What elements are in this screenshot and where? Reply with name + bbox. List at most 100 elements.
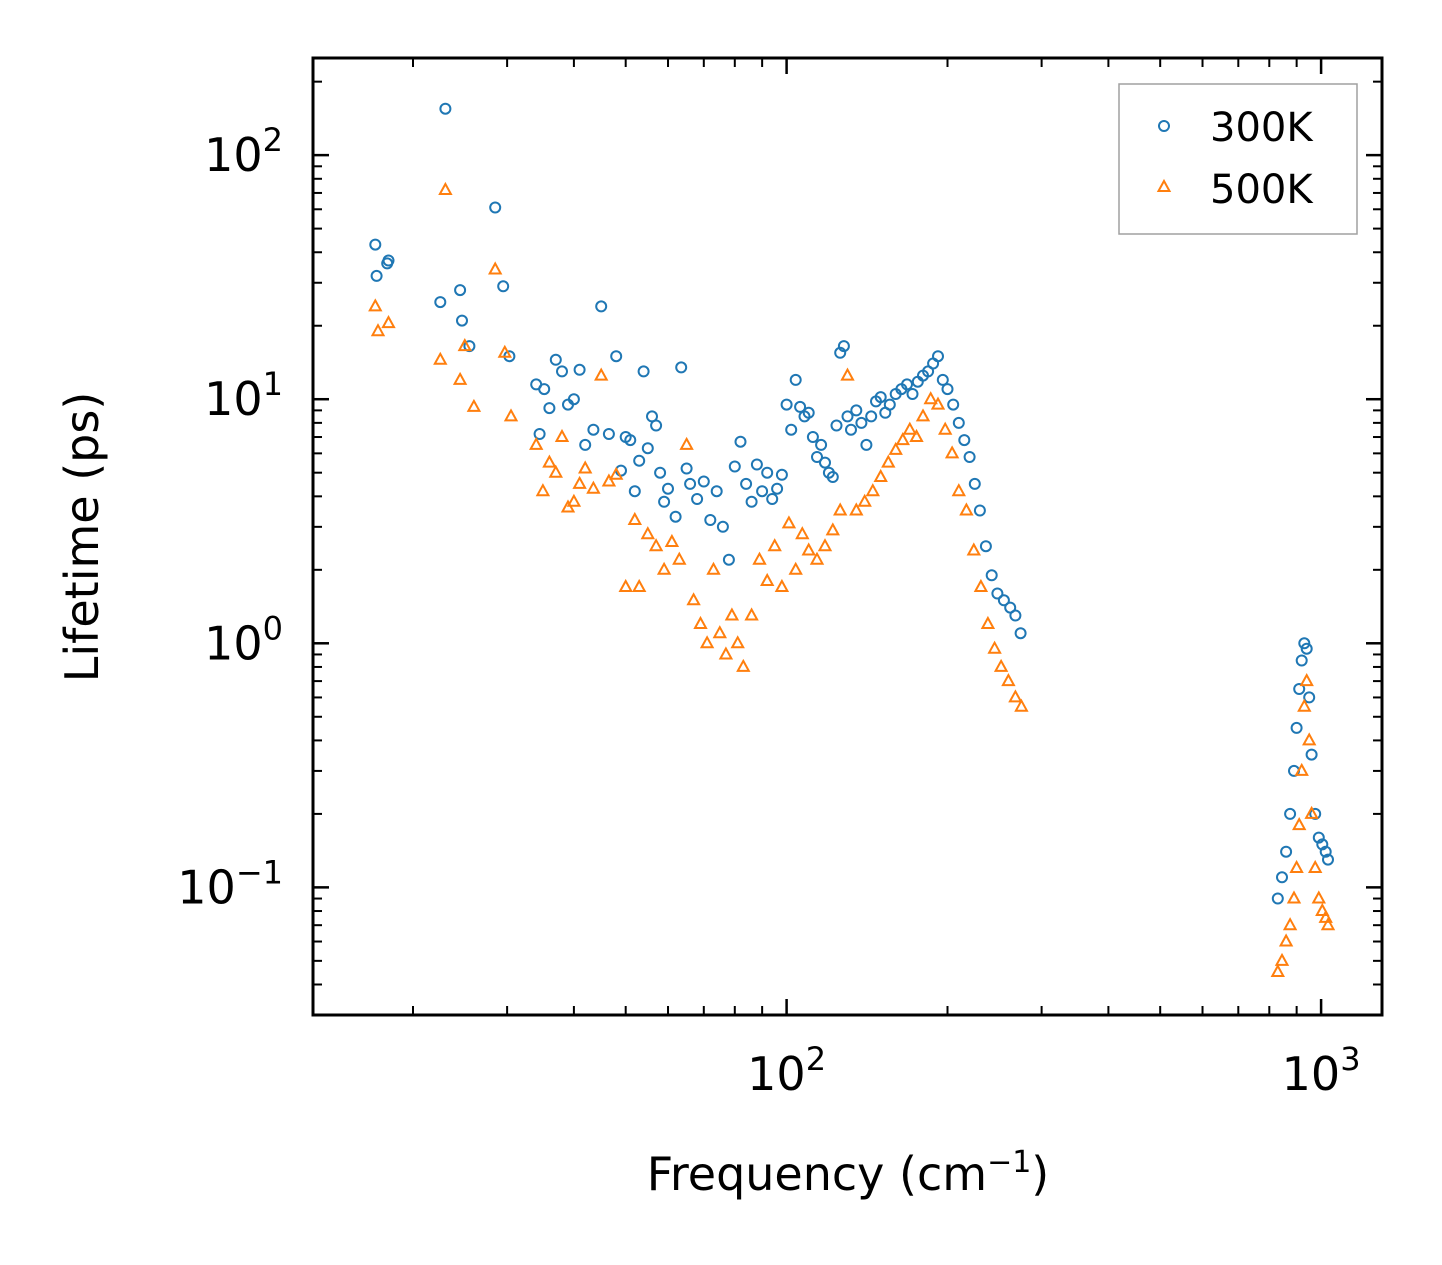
- data-point-300k: [633, 454, 646, 467]
- tick-labels: 102 103 10−1 100 101 102: [177, 121, 1360, 1101]
- y-tick-label: 102: [204, 121, 283, 182]
- data-point-500k: [1270, 963, 1285, 977]
- data-point-500k: [857, 493, 872, 507]
- data-point-300k: [775, 468, 788, 481]
- data-point-500k: [951, 483, 966, 497]
- data-point-300k: [906, 388, 919, 400]
- data-point-500k: [760, 572, 775, 586]
- data-point-300k: [1322, 853, 1334, 866]
- data-point-300k: [573, 363, 586, 376]
- data-point-300k: [1276, 871, 1288, 884]
- data-point-300k: [610, 350, 623, 363]
- data-point-300k: [675, 361, 688, 374]
- data-point-500k: [923, 391, 938, 405]
- data-point-300k: [811, 451, 823, 463]
- data-point-300k: [439, 102, 452, 115]
- data-point-500k: [693, 615, 708, 629]
- data-point-300k: [802, 406, 815, 419]
- data-point-300k: [579, 438, 592, 451]
- data-point-300k: [716, 520, 729, 533]
- data-point-500k: [781, 515, 797, 529]
- data-point-500k: [497, 344, 512, 358]
- data-point-500k: [548, 464, 563, 478]
- data-point-500k: [744, 607, 759, 621]
- data-point-500k: [973, 578, 989, 592]
- data-point-500k: [840, 367, 855, 381]
- data-point-300k: [497, 280, 510, 293]
- data-point-500k: [503, 408, 519, 422]
- data-point-500k: [699, 635, 715, 649]
- data-point-500k: [966, 542, 981, 556]
- data-point-500k: [987, 640, 1002, 654]
- data-point-300k: [641, 442, 654, 455]
- data-point-500k: [833, 502, 848, 516]
- data-point-500k: [980, 615, 996, 629]
- data-point-300k: [901, 378, 913, 391]
- data-point-300k: [985, 569, 998, 582]
- data-point-500k: [572, 475, 587, 489]
- data-point-300k: [1295, 654, 1308, 667]
- data-point-300k: [533, 428, 546, 440]
- data-point-300k: [624, 434, 637, 447]
- data-point-500k: [1014, 698, 1029, 712]
- legend-marker-500k: [1156, 178, 1172, 192]
- data-point-300k: [874, 391, 887, 404]
- data-points: [368, 102, 1336, 977]
- data-point-300k: [697, 475, 710, 488]
- data-point-500k: [368, 298, 383, 312]
- data-point-300k: [710, 485, 723, 498]
- data-point-300k: [434, 296, 447, 309]
- series-500k: [368, 181, 1336, 977]
- data-point-300k: [1312, 831, 1325, 844]
- data-point-500k: [433, 351, 448, 365]
- data-point-300k: [658, 495, 671, 508]
- y-tick-label: 101: [204, 365, 283, 426]
- data-point-300k: [728, 460, 741, 473]
- data-point-500k: [881, 454, 896, 468]
- data-point-300k: [456, 314, 468, 327]
- data-point-300k: [952, 416, 965, 429]
- legend-label-500k: 500K: [1210, 167, 1314, 213]
- data-point-300k: [587, 423, 600, 436]
- x-tick-label: 103: [1282, 1040, 1361, 1101]
- data-point-300k: [740, 477, 753, 490]
- legend-marker-300k: [1158, 120, 1170, 132]
- data-point-500k: [817, 538, 833, 552]
- data-point-500k: [718, 646, 734, 660]
- data-point-500k: [895, 432, 910, 446]
- data-point-300k: [650, 419, 663, 432]
- data-point-500k: [452, 371, 468, 385]
- data-point-500k: [795, 526, 810, 540]
- data-point-300k: [883, 398, 896, 411]
- data-point-300k: [815, 438, 828, 451]
- data-point-500k: [1311, 890, 1326, 904]
- data-point-500k: [915, 408, 931, 422]
- data-point-500k: [438, 181, 453, 195]
- data-point-500k: [466, 398, 482, 412]
- data-point-500k: [578, 460, 593, 474]
- data-point-300k: [830, 419, 843, 432]
- data-point-500k: [1274, 952, 1290, 966]
- data-point-300k: [771, 482, 784, 495]
- data-point-500k: [706, 561, 721, 575]
- data-point-500k: [640, 526, 655, 540]
- data-point-300k: [1303, 691, 1316, 704]
- plot-frame: [311, 56, 1384, 1017]
- data-point-300k: [855, 416, 868, 429]
- data-point-300k: [841, 410, 854, 423]
- data-point-500k: [774, 578, 790, 592]
- data-point-500k: [1294, 762, 1309, 776]
- y-tick-label: 100: [204, 609, 283, 670]
- data-point-500k: [1297, 698, 1312, 712]
- data-point-300k: [538, 383, 551, 396]
- data-point-500k: [909, 428, 924, 442]
- data-point-500k: [686, 592, 701, 606]
- data-point-500k: [993, 658, 1009, 672]
- data-point-500k: [1315, 902, 1330, 916]
- data-point-300k: [637, 365, 650, 378]
- data-point-300k: [684, 477, 697, 490]
- data-point-300k: [819, 456, 831, 469]
- data-point-300k: [766, 493, 779, 505]
- data-point-500k: [627, 511, 642, 525]
